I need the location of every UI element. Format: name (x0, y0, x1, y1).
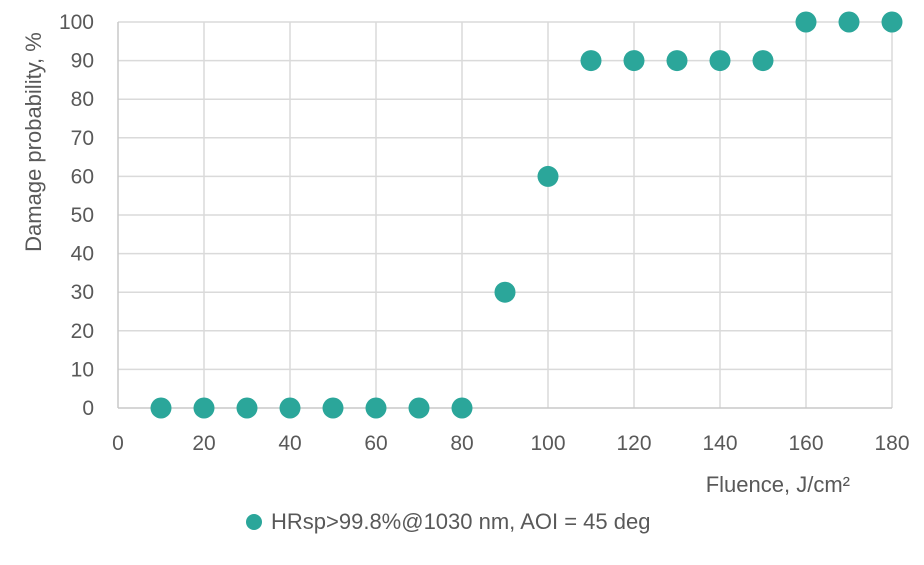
data-point (451, 397, 473, 419)
data-point (408, 397, 430, 419)
x-tick-label: 180 (874, 432, 909, 455)
y-tick-label: 80 (71, 88, 94, 111)
y-tick-label: 70 (71, 127, 94, 150)
data-point (881, 11, 903, 33)
x-tick-label: 20 (192, 432, 215, 455)
data-point (666, 50, 688, 72)
data-point (537, 165, 559, 187)
data-point (623, 50, 645, 72)
y-tick-label: 40 (71, 243, 94, 266)
data-point (150, 397, 172, 419)
data-point (279, 397, 301, 419)
legend: HRsp>99.8%@1030 nm, AOI = 45 deg (246, 509, 650, 535)
y-tick-label: 50 (71, 204, 94, 227)
y-tick-label: 60 (71, 165, 94, 188)
data-point (795, 11, 817, 33)
legend-marker-icon (246, 514, 262, 530)
y-tick-label: 100 (59, 11, 94, 34)
x-tick-label: 100 (530, 432, 565, 455)
x-tick-label: 140 (702, 432, 737, 455)
x-tick-label: 120 (616, 432, 651, 455)
y-tick-label: 90 (71, 50, 94, 73)
data-point (838, 11, 860, 33)
data-point (236, 397, 258, 419)
x-tick-label: 40 (278, 432, 301, 455)
x-axis-title: Fluence, J/cm² (705, 472, 850, 497)
x-tick-label: 80 (450, 432, 473, 455)
data-point (709, 50, 731, 72)
data-point (322, 397, 344, 419)
data-point (365, 397, 387, 419)
x-tick-label: 0 (112, 432, 124, 455)
data-point (580, 50, 602, 72)
legend-label: HRsp>99.8%@1030 nm, AOI = 45 deg (271, 509, 651, 534)
y-tick-label: 0 (82, 397, 94, 420)
data-point (193, 397, 215, 419)
y-tick-label: 10 (71, 358, 94, 381)
data-point (494, 281, 516, 303)
y-tick-label: 30 (71, 281, 94, 304)
x-tick-label: 60 (364, 432, 387, 455)
x-tick-label: 160 (788, 432, 823, 455)
data-point (752, 50, 774, 72)
y-tick-label: 20 (71, 320, 94, 343)
y-axis-title: Damage probability, % (21, 32, 46, 252)
